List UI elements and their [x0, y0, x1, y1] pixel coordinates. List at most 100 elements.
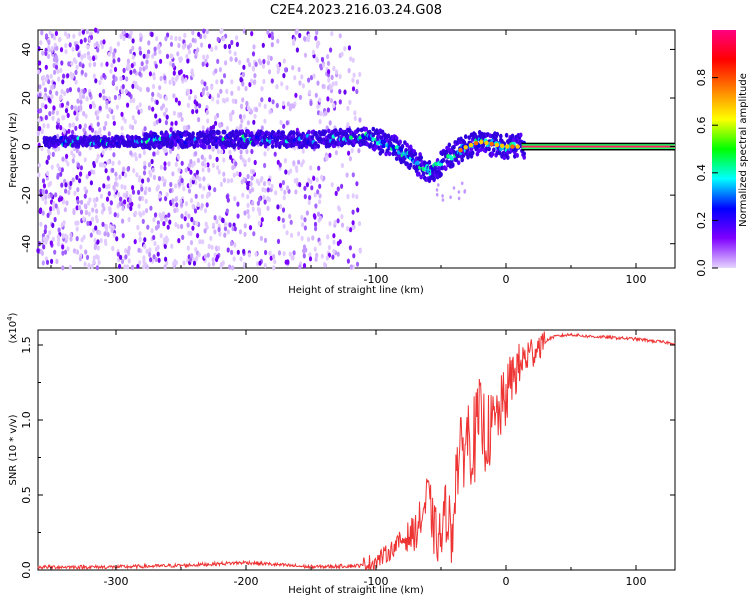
noise-dot [165, 53, 170, 60]
noise-dot [71, 46, 75, 52]
noise-dot [295, 47, 299, 53]
noise-dot [328, 221, 332, 227]
noise-dot [83, 261, 87, 267]
noise-dot [211, 162, 215, 168]
noise-dot [255, 178, 259, 184]
noise-dot [164, 120, 168, 126]
noise-dot [112, 58, 116, 64]
noise-dot [250, 148, 254, 155]
noise-dot [140, 186, 144, 192]
noise-dot [334, 190, 338, 196]
noise-dot [283, 189, 287, 195]
noise-dot [174, 97, 178, 103]
noise-dot [137, 203, 141, 209]
noise-dot [177, 154, 181, 160]
noise-dot [245, 100, 249, 107]
noise-dot [142, 255, 146, 261]
noise-dot [347, 150, 351, 156]
noise-dot [95, 208, 99, 214]
ridge-dot [510, 133, 515, 139]
ridge-dot [233, 142, 237, 148]
noise-dot [93, 237, 97, 243]
noise-dot [63, 90, 67, 96]
noise-dot [42, 123, 46, 129]
noise-dot [131, 185, 135, 191]
noise-dot [196, 157, 200, 164]
noise-dot [126, 264, 130, 270]
noise-dot [56, 133, 60, 139]
ridge-dot [389, 141, 393, 147]
noise-dot [59, 125, 63, 131]
noise-dot [240, 179, 244, 185]
noise-dot [303, 217, 307, 223]
noise-dot [183, 32, 187, 39]
noise-dot [46, 170, 50, 177]
noise-dot [347, 45, 351, 51]
noise-dot [308, 195, 312, 201]
noise-dot [172, 202, 176, 208]
noise-dot [231, 98, 235, 104]
noise-dot [225, 88, 229, 94]
noise-dot [307, 199, 311, 206]
noise-dot [117, 95, 121, 101]
noise-dot [163, 161, 167, 167]
noise-dot [155, 99, 159, 105]
noise-dot [336, 251, 340, 257]
noise-dot [50, 45, 55, 52]
noise-dot [262, 181, 267, 187]
noise-dot [145, 53, 149, 60]
noise-dot [78, 151, 82, 157]
ridge-dot [456, 160, 461, 166]
noise-dot [56, 209, 61, 215]
noise-dot [162, 181, 166, 187]
noise-dot [246, 194, 250, 200]
noise-dot [98, 92, 102, 98]
noise-dot [51, 151, 55, 157]
noise-dot [146, 177, 150, 183]
noise-dot [46, 123, 50, 129]
noise-dot [47, 193, 51, 199]
noise-dot [211, 146, 215, 152]
noise-dot [88, 91, 92, 98]
snr-frame [37, 329, 676, 571]
colorbar-tick-label: 0.8 [695, 69, 708, 87]
noise-dot [83, 186, 87, 192]
noise-dot [192, 260, 197, 266]
noise-dot [337, 205, 341, 211]
noise-dot [47, 45, 51, 51]
noise-dot [175, 202, 179, 208]
noise-dot [233, 196, 237, 202]
noise-dot [45, 159, 49, 165]
noise-dot [266, 205, 270, 211]
noise-dot [122, 35, 126, 42]
noise-dot [293, 75, 297, 81]
noise-dot [292, 160, 296, 166]
noise-dot [78, 205, 82, 211]
noise-dot [267, 180, 271, 186]
ridge-dot [307, 129, 311, 135]
noise-dot [250, 30, 254, 37]
noise-dot [130, 264, 135, 270]
noise-dot [258, 207, 262, 213]
noise-dot [44, 76, 48, 83]
noise-dot [92, 55, 96, 62]
noise-dot [40, 129, 44, 135]
noise-dot [284, 67, 288, 73]
ridge-dot [441, 157, 446, 163]
noise-dot [41, 188, 45, 195]
noise-dot [355, 181, 359, 187]
ridge-dot [460, 157, 465, 163]
noise-dot [286, 101, 290, 107]
ridge-dot [518, 132, 523, 138]
noise-dot [72, 209, 76, 215]
noise-dot [228, 149, 232, 155]
noise-dot [100, 62, 104, 68]
noise-dot [346, 193, 350, 200]
noise-dot [202, 185, 206, 191]
noise-dot [62, 73, 66, 79]
noise-dot [172, 93, 176, 99]
ridge-hot-dot [463, 145, 468, 150]
noise-dot [38, 208, 42, 215]
noise-dot [157, 176, 162, 182]
noise-dot [266, 60, 270, 66]
